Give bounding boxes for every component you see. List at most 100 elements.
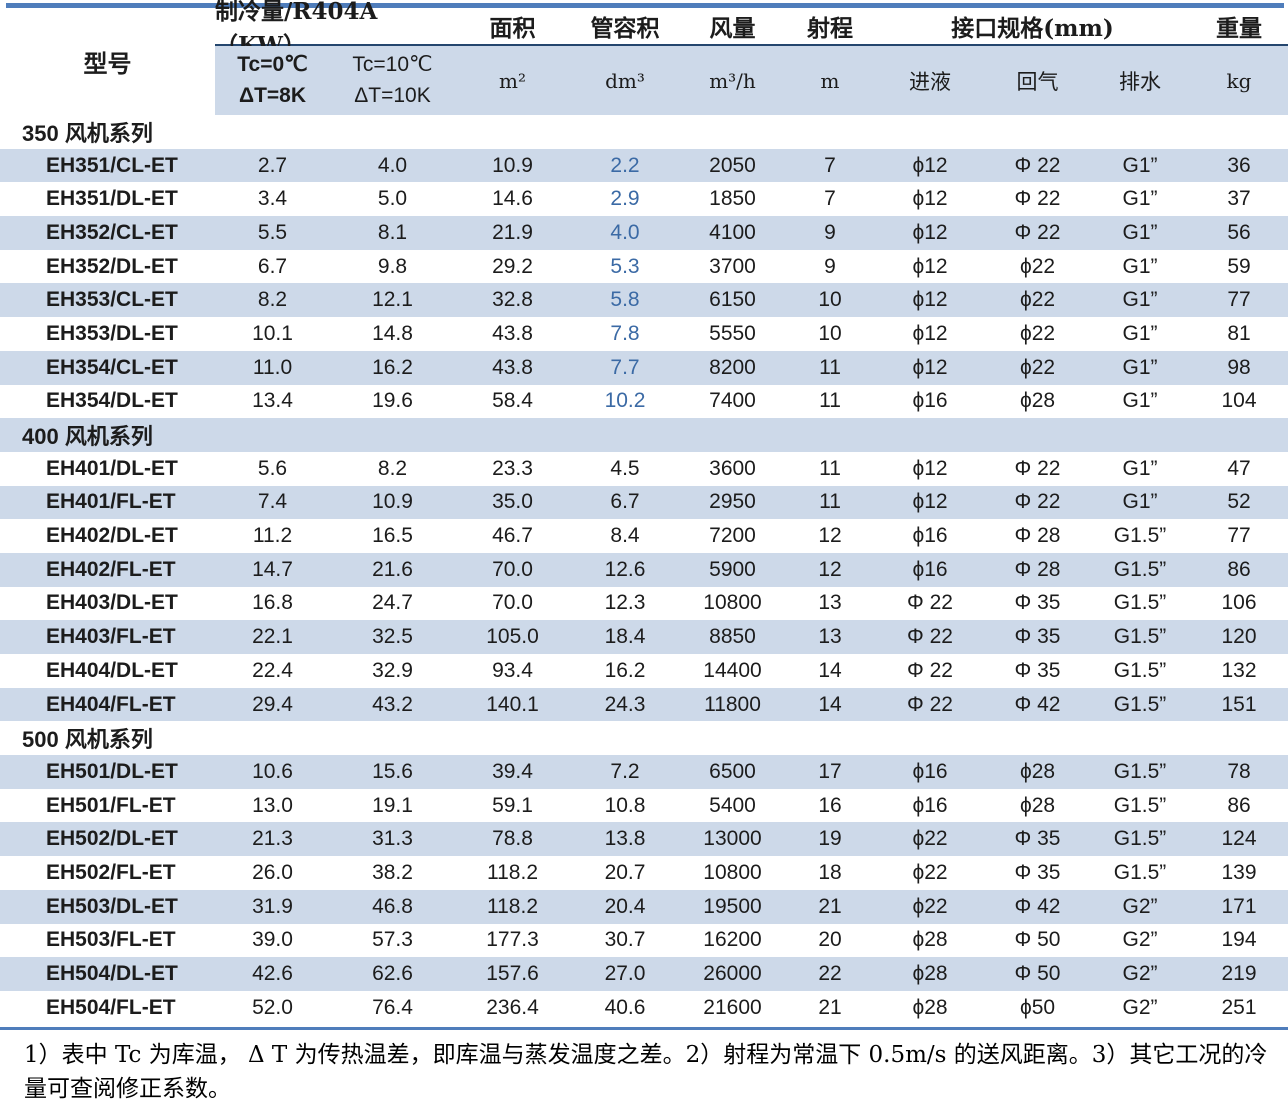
cell-model: EH504/FL-ET xyxy=(46,995,176,1019)
cell-area: 70.0 xyxy=(492,557,533,581)
cell-area: 29.2 xyxy=(492,254,533,278)
cell-model: EH402/FL-ET xyxy=(46,557,176,581)
cell-area: 46.7 xyxy=(492,524,533,548)
cell-tc0: 8.2 xyxy=(257,288,288,312)
cell-area: 105.0 xyxy=(486,625,539,649)
table-row: EH351/DL-ET 3.4 5.0 14.6 2.9 1850 7 ϕ12 Φ 22 G1” 3… xyxy=(0,182,1288,216)
cell-throw: 7 xyxy=(824,187,836,211)
cell-area: 43.8 xyxy=(492,321,533,345)
table-row: EH404/FL-ET 29.4 43.2 140.1 24.3 11800 14 Φ 22 Φ… xyxy=(0,687,1288,722)
cell-throw: 11 xyxy=(819,389,841,413)
cell-suction: ϕ22 xyxy=(1019,288,1056,312)
cell-tc10: 57.3 xyxy=(372,928,413,952)
cell-model: EH353/DL-ET xyxy=(46,321,178,345)
cell-airflow: 3700 xyxy=(709,254,756,278)
cell-area: 35.0 xyxy=(492,490,533,514)
cell-suction: Φ 35 xyxy=(1014,860,1061,884)
cell-tc10: 38.2 xyxy=(372,860,413,884)
cell-tc10: 62.6 xyxy=(372,962,413,986)
cell-model: EH502/DL-ET xyxy=(46,827,178,851)
cell-tc0: 13.0 xyxy=(252,793,293,817)
table-row: EH352/DL-ET 6.7 9.8 29.2 5.3 3700 9 ϕ12 ϕ22 G1” 59 xyxy=(0,250,1288,284)
cell-weight: 194 xyxy=(1221,928,1257,952)
cell-liquid: Φ 22 xyxy=(907,591,953,615)
cell-model: EH404/FL-ET xyxy=(46,692,176,716)
cell-liquid: ϕ22 xyxy=(912,827,948,851)
cell-model: EH401/DL-ET xyxy=(46,456,178,480)
table-row: EH354/CL-ET 11.0 16.2 43.8 7.7 8200 11 ϕ12 ϕ22 G1… xyxy=(0,350,1288,385)
cell-drain: G1.5” xyxy=(1113,759,1167,783)
cell-suction: Φ 35 xyxy=(1014,591,1061,615)
cell-tc0: 16.8 xyxy=(252,591,293,615)
cell-drain: G1.5” xyxy=(1113,793,1167,817)
cell-weight: 106 xyxy=(1221,591,1257,615)
cell-weight: 171 xyxy=(1221,894,1257,918)
cell-drain: G2” xyxy=(1122,928,1158,952)
cell-model: EH403/FL-ET xyxy=(46,625,176,649)
cell-area: 157.6 xyxy=(486,962,539,986)
cell-model: EH402/DL-ET xyxy=(46,524,178,548)
cell-liquid: Φ 22 xyxy=(907,625,953,649)
cell-weight: 124 xyxy=(1221,827,1257,851)
cell-suction: Φ 22 xyxy=(1014,456,1061,480)
cell-area: 140.1 xyxy=(486,692,539,716)
cell-drain: G1” xyxy=(1122,153,1158,177)
column-header-area: 面积 xyxy=(455,8,570,46)
cell-airflow: 8200 xyxy=(709,355,756,379)
cell-airflow: 10800 xyxy=(703,591,762,615)
cell-throw: 13 xyxy=(818,625,842,649)
table-row: EH503/FL-ET 39.0 57.3 177.3 30.7 16200 20 ϕ28 Φ … xyxy=(0,924,1288,958)
cell-model: EH354/DL-ET xyxy=(46,389,178,413)
cell-liquid: ϕ12 xyxy=(912,355,948,379)
cell-tc0: 42.6 xyxy=(252,962,293,986)
cell-suction: Φ 35 xyxy=(1014,658,1061,682)
cell-airflow: 2950 xyxy=(709,490,756,514)
cell-tc10: 15.6 xyxy=(372,759,413,783)
cell-tc0: 10.6 xyxy=(252,759,293,783)
cell-tc0: 39.0 xyxy=(252,928,293,952)
table-row: EH504/DL-ET 42.6 62.6 157.6 27.0 26000 22 ϕ28 Φ … xyxy=(0,957,1288,991)
cell-liquid: ϕ12 xyxy=(912,321,948,345)
cell-airflow: 11800 xyxy=(704,692,761,716)
cell-drain: G1.5” xyxy=(1113,557,1167,581)
cell-liquid: ϕ28 xyxy=(912,962,948,986)
cell-tc10: 10.9 xyxy=(372,490,413,514)
cell-tc0: 31.9 xyxy=(252,894,293,918)
cell-airflow: 7200 xyxy=(709,524,756,548)
cell-tube: 4.0 xyxy=(610,220,640,244)
cell-tc0: 5.6 xyxy=(257,456,288,480)
cell-tc0: 6.7 xyxy=(257,254,288,278)
cell-tc10: 19.1 xyxy=(372,793,413,817)
cell-tc10: 32.9 xyxy=(372,658,413,682)
cell-liquid: ϕ12 xyxy=(912,220,948,244)
cell-weight: 78 xyxy=(1227,759,1251,783)
cell-airflow: 2050 xyxy=(709,153,756,177)
cell-airflow: 8850 xyxy=(709,625,756,649)
cell-throw: 16 xyxy=(818,793,842,817)
cell-model: EH501/DL-ET xyxy=(46,759,178,783)
cell-liquid: ϕ22 xyxy=(912,894,948,918)
cell-drain: G1.5” xyxy=(1113,591,1167,615)
cell-suction: Φ 28 xyxy=(1014,524,1061,548)
cell-weight: 86 xyxy=(1227,793,1251,817)
cell-area: 43.8 xyxy=(492,355,533,379)
footnote-text: 1）表中 Tc 为库温， Δ T 为传热温差，即库温与蒸发温度之差。2）射程为常… xyxy=(24,1041,1268,1103)
cell-weight: 36 xyxy=(1227,153,1251,177)
cell-liquid: ϕ12 xyxy=(912,153,948,177)
cell-suction: Φ 42 xyxy=(1014,692,1061,716)
cell-liquid: ϕ12 xyxy=(912,456,948,480)
cell-tc10: 12.1 xyxy=(372,288,413,312)
cell-tc0: 52.0 xyxy=(252,995,293,1019)
table-header: 型号 制冷量/R404A（KW） 面积 管容积 风量 射程 接口规格(mm) 重… xyxy=(0,0,1288,115)
cell-drain: G1” xyxy=(1122,490,1158,514)
cell-drain: G1” xyxy=(1122,254,1158,278)
cell-tube: 2.9 xyxy=(610,187,640,211)
cell-drain: G1” xyxy=(1122,389,1158,413)
cell-model: EH351/DL-ET xyxy=(46,187,178,211)
tc0-condition: Tc=0℃ xyxy=(237,53,308,77)
section-title: 400 风机系列 xyxy=(0,418,1288,452)
cell-suction: Φ 22 xyxy=(1014,490,1061,514)
cell-drain: G2” xyxy=(1122,995,1158,1019)
cell-drain: G1” xyxy=(1122,187,1158,211)
